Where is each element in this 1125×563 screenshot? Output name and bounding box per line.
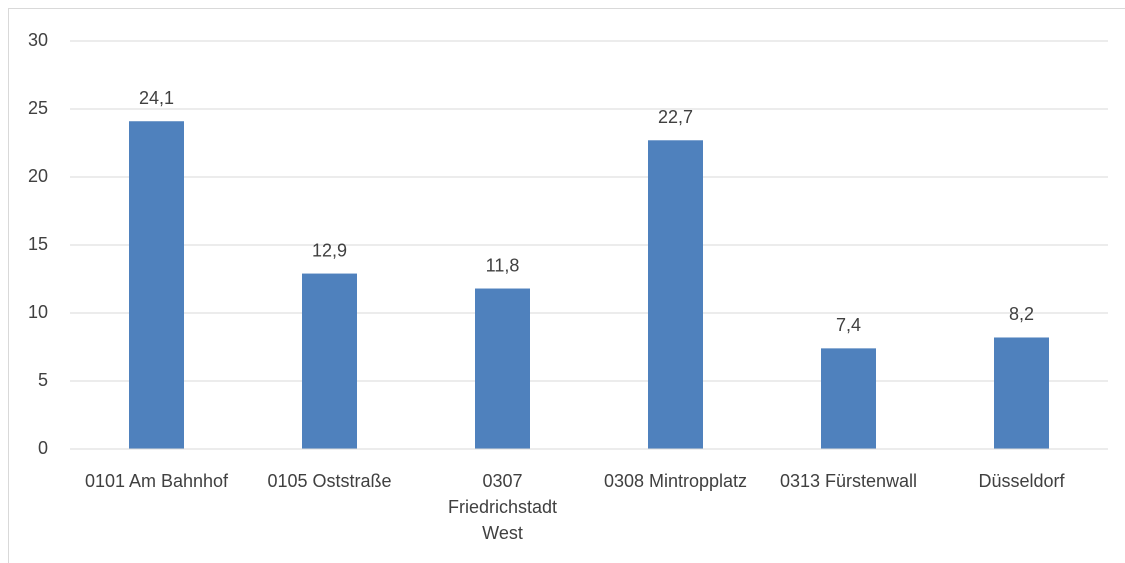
data-label: 12,9 (312, 240, 347, 260)
x-tick-label-line: 0105 Oststraße (267, 471, 391, 491)
x-tick-label: Düsseldorf (978, 471, 1065, 491)
y-tick-label: 15 (28, 234, 48, 254)
data-label: 11,8 (486, 255, 520, 275)
data-label: 22,7 (658, 107, 693, 127)
y-tick-label: 5 (38, 370, 48, 390)
y-tick-label: 0 (38, 438, 48, 458)
bar (475, 288, 530, 449)
x-tick-label-line: West (482, 523, 523, 543)
data-label: 24,1 (139, 88, 174, 108)
y-tick-label: 25 (28, 98, 48, 118)
y-tick-label: 10 (28, 302, 48, 322)
x-tick-label-line: Düsseldorf (978, 471, 1065, 491)
x-tick-label: 0307 Friedrichstadt West (448, 471, 557, 543)
bar (302, 273, 357, 449)
data-label: 8,2 (1009, 304, 1034, 324)
data-label: 7,4 (836, 315, 861, 335)
x-tick-label: 0101 Am Bahnhof (85, 471, 229, 491)
bar (648, 140, 703, 449)
x-tick-label-line: Friedrichstadt (448, 497, 557, 517)
x-tick-label-line: 0307 (482, 471, 522, 491)
bar (821, 348, 876, 449)
x-tick-label: 0308 Mintropplatz (604, 471, 747, 491)
x-tick-label: 0313 Fürstenwall (780, 471, 917, 491)
y-tick-label: 20 (28, 166, 48, 186)
x-tick-label-line: 0101 Am Bahnhof (85, 471, 229, 491)
x-tick-label-line: 0308 Mintropplatz (604, 471, 747, 491)
chart-border (8, 8, 1125, 563)
x-tick-label-line: 0313 Fürstenwall (780, 471, 917, 491)
x-tick-label: 0105 Oststraße (267, 471, 391, 491)
bar (129, 121, 184, 450)
bar (994, 337, 1049, 449)
y-tick-label: 30 (28, 30, 48, 50)
